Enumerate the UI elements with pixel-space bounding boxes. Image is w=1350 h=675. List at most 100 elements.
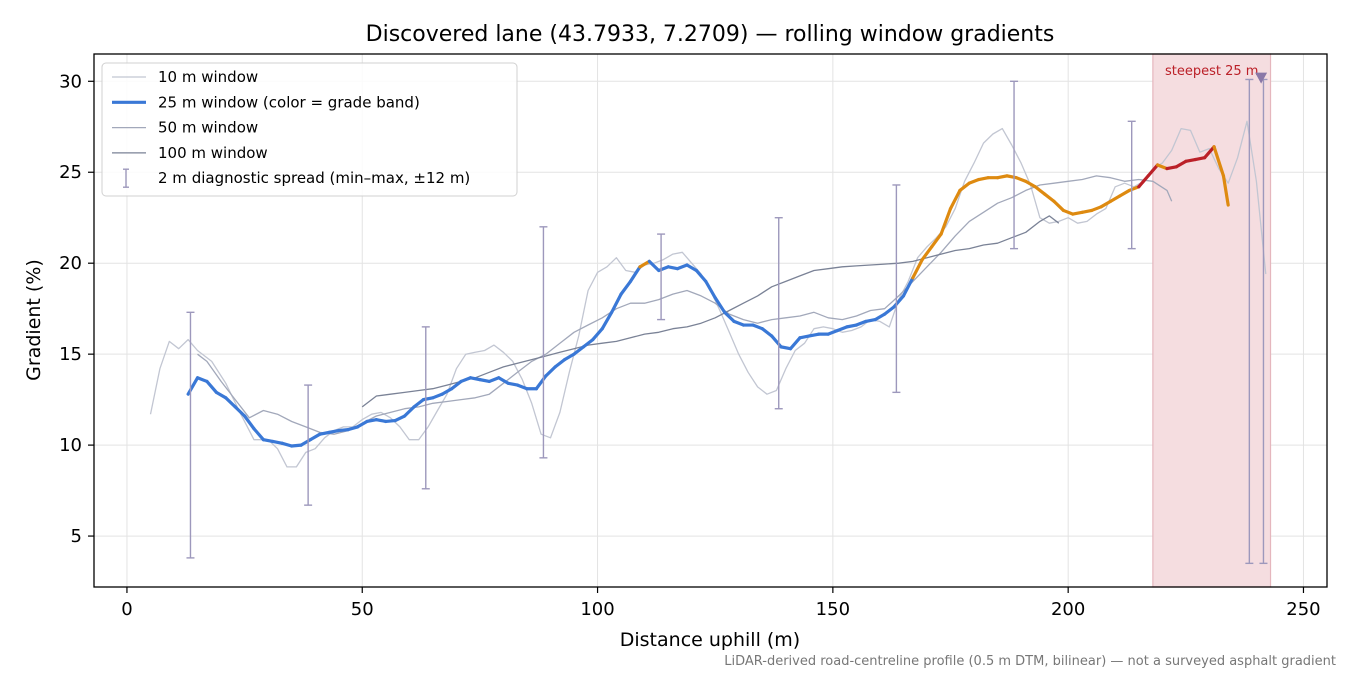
y-tick-label: 30 bbox=[59, 71, 82, 92]
series-25m-segment bbox=[657, 265, 670, 273]
series-25m-segment bbox=[1127, 185, 1141, 193]
series-25m-segment bbox=[770, 334, 783, 349]
series-25m-segment bbox=[920, 245, 934, 262]
series-25m-segment bbox=[610, 292, 623, 314]
series-25m-segment bbox=[299, 438, 313, 447]
legend-label: 50 m window bbox=[158, 119, 258, 137]
errorbar bbox=[1127, 120, 1136, 250]
series-25m-segment bbox=[544, 365, 557, 378]
series-25m-segment bbox=[704, 279, 717, 300]
series-25m-segment bbox=[1174, 159, 1188, 169]
legend-entry: 2 m diagnostic spread (min–max, ±12 m) bbox=[123, 168, 470, 188]
errorbar bbox=[892, 184, 901, 394]
series-25m-segment bbox=[308, 432, 322, 442]
series-25m-segment bbox=[1033, 185, 1047, 196]
x-tick-label: 150 bbox=[816, 599, 850, 620]
y-tick-label: 5 bbox=[71, 526, 82, 547]
series-25m-segment bbox=[393, 414, 407, 423]
series-25m-segment bbox=[751, 323, 764, 331]
series-25m-segment bbox=[280, 441, 294, 448]
series-25m-segment bbox=[1137, 174, 1150, 189]
series-25m-segment bbox=[948, 188, 962, 211]
series-25m-segment bbox=[186, 376, 200, 396]
series-lines bbox=[149, 120, 1267, 468]
series-25m-segment bbox=[647, 259, 661, 273]
errorbar bbox=[657, 233, 666, 321]
x-axis-label: Distance uphill (m) bbox=[620, 629, 800, 651]
series-25m-segment bbox=[788, 336, 802, 351]
series-25m-segment bbox=[826, 328, 840, 336]
steepest-label: steepest 25 m bbox=[1165, 64, 1258, 79]
series-25m-segment bbox=[1052, 199, 1066, 213]
steepest-markers bbox=[1255, 72, 1268, 84]
series-25m-segment bbox=[1024, 179, 1037, 189]
series-25m-segment bbox=[403, 405, 416, 418]
x-tick-label: 0 bbox=[121, 599, 132, 620]
steepest-region: steepest 25 m bbox=[1152, 53, 1272, 588]
series-25m-segment bbox=[346, 425, 360, 432]
series-25m-segment bbox=[459, 376, 473, 384]
series-25m-segment bbox=[1221, 174, 1230, 207]
series-25m-segment bbox=[214, 390, 228, 400]
series-25m-segment bbox=[1108, 194, 1122, 203]
series-25m-segment bbox=[224, 396, 237, 409]
series-25m-segment bbox=[732, 319, 746, 327]
series-25m-segment bbox=[1090, 205, 1103, 213]
x-tick-label: 200 bbox=[1051, 599, 1085, 620]
series-25m-segment bbox=[892, 294, 906, 309]
errorbar bbox=[304, 384, 313, 506]
series-25m-segment bbox=[252, 427, 266, 442]
series-25m-segment bbox=[487, 376, 501, 384]
series-25m-segment bbox=[412, 398, 426, 409]
errorbar bbox=[186, 311, 195, 559]
axis-ticks: 0 50 100 150 200 250 5 10 15 20 25 30 bbox=[59, 71, 1321, 620]
series-25m-segment bbox=[1203, 145, 1216, 160]
y-tick-label: 25 bbox=[59, 162, 82, 183]
series-25m-segment bbox=[431, 392, 444, 400]
series-25m-segment bbox=[1099, 199, 1113, 209]
series-25m-segment bbox=[694, 268, 708, 283]
x-tick-label: 50 bbox=[351, 599, 374, 620]
errorbar bbox=[1010, 80, 1019, 250]
series-25m-segment bbox=[713, 296, 727, 314]
diagnostic-errorbars bbox=[186, 78, 1268, 565]
series-100m-line bbox=[361, 215, 1060, 408]
series-25m-segment bbox=[883, 305, 896, 316]
series-25m-segment bbox=[619, 279, 633, 296]
series-25m-segment bbox=[600, 310, 614, 331]
series-25m-segment bbox=[534, 374, 548, 391]
y-axis-label: Gradient (%) bbox=[23, 259, 45, 381]
series-25m-segment bbox=[835, 325, 849, 333]
legend-label: 100 m window bbox=[158, 144, 268, 162]
series-25m-segment bbox=[638, 259, 651, 269]
legend-label: 2 m diagnostic spread (min–max, ±12 m) bbox=[158, 169, 470, 187]
series-25m-segment bbox=[1014, 176, 1028, 183]
series-25m-segment bbox=[195, 376, 209, 384]
series-25m-segment bbox=[958, 181, 971, 193]
series-25m-segment bbox=[854, 319, 868, 327]
series-25m-segment bbox=[901, 276, 915, 298]
series-25m-segment bbox=[440, 387, 454, 396]
series-25m-segment bbox=[1118, 188, 1131, 198]
errorbar bbox=[421, 326, 430, 490]
series-25m-segment bbox=[911, 257, 924, 280]
series-25m-segment bbox=[572, 345, 586, 356]
series-25m-segment bbox=[939, 207, 953, 236]
errorbar bbox=[1245, 78, 1254, 565]
series-25m-segment bbox=[1043, 192, 1056, 203]
x-tick-label: 250 bbox=[1286, 599, 1320, 620]
legend-entry: 50 m window bbox=[112, 119, 258, 137]
series-25m-segment bbox=[591, 327, 604, 342]
series-10m-line bbox=[149, 120, 1267, 468]
legend-entry: 10 m window bbox=[112, 68, 258, 86]
series-25m-segment bbox=[685, 263, 698, 273]
plot-frame bbox=[93, 53, 1328, 588]
legend-box bbox=[101, 62, 518, 197]
series-25m-segment bbox=[723, 310, 736, 324]
series-25m-segment bbox=[675, 263, 689, 271]
legend: 10 m window 25 m window (color = grade ba… bbox=[101, 62, 518, 197]
legend-entry: 25 m window (color = grade band) bbox=[112, 93, 420, 111]
series-25m-segment bbox=[930, 232, 943, 249]
series-25m-segment bbox=[553, 358, 567, 369]
